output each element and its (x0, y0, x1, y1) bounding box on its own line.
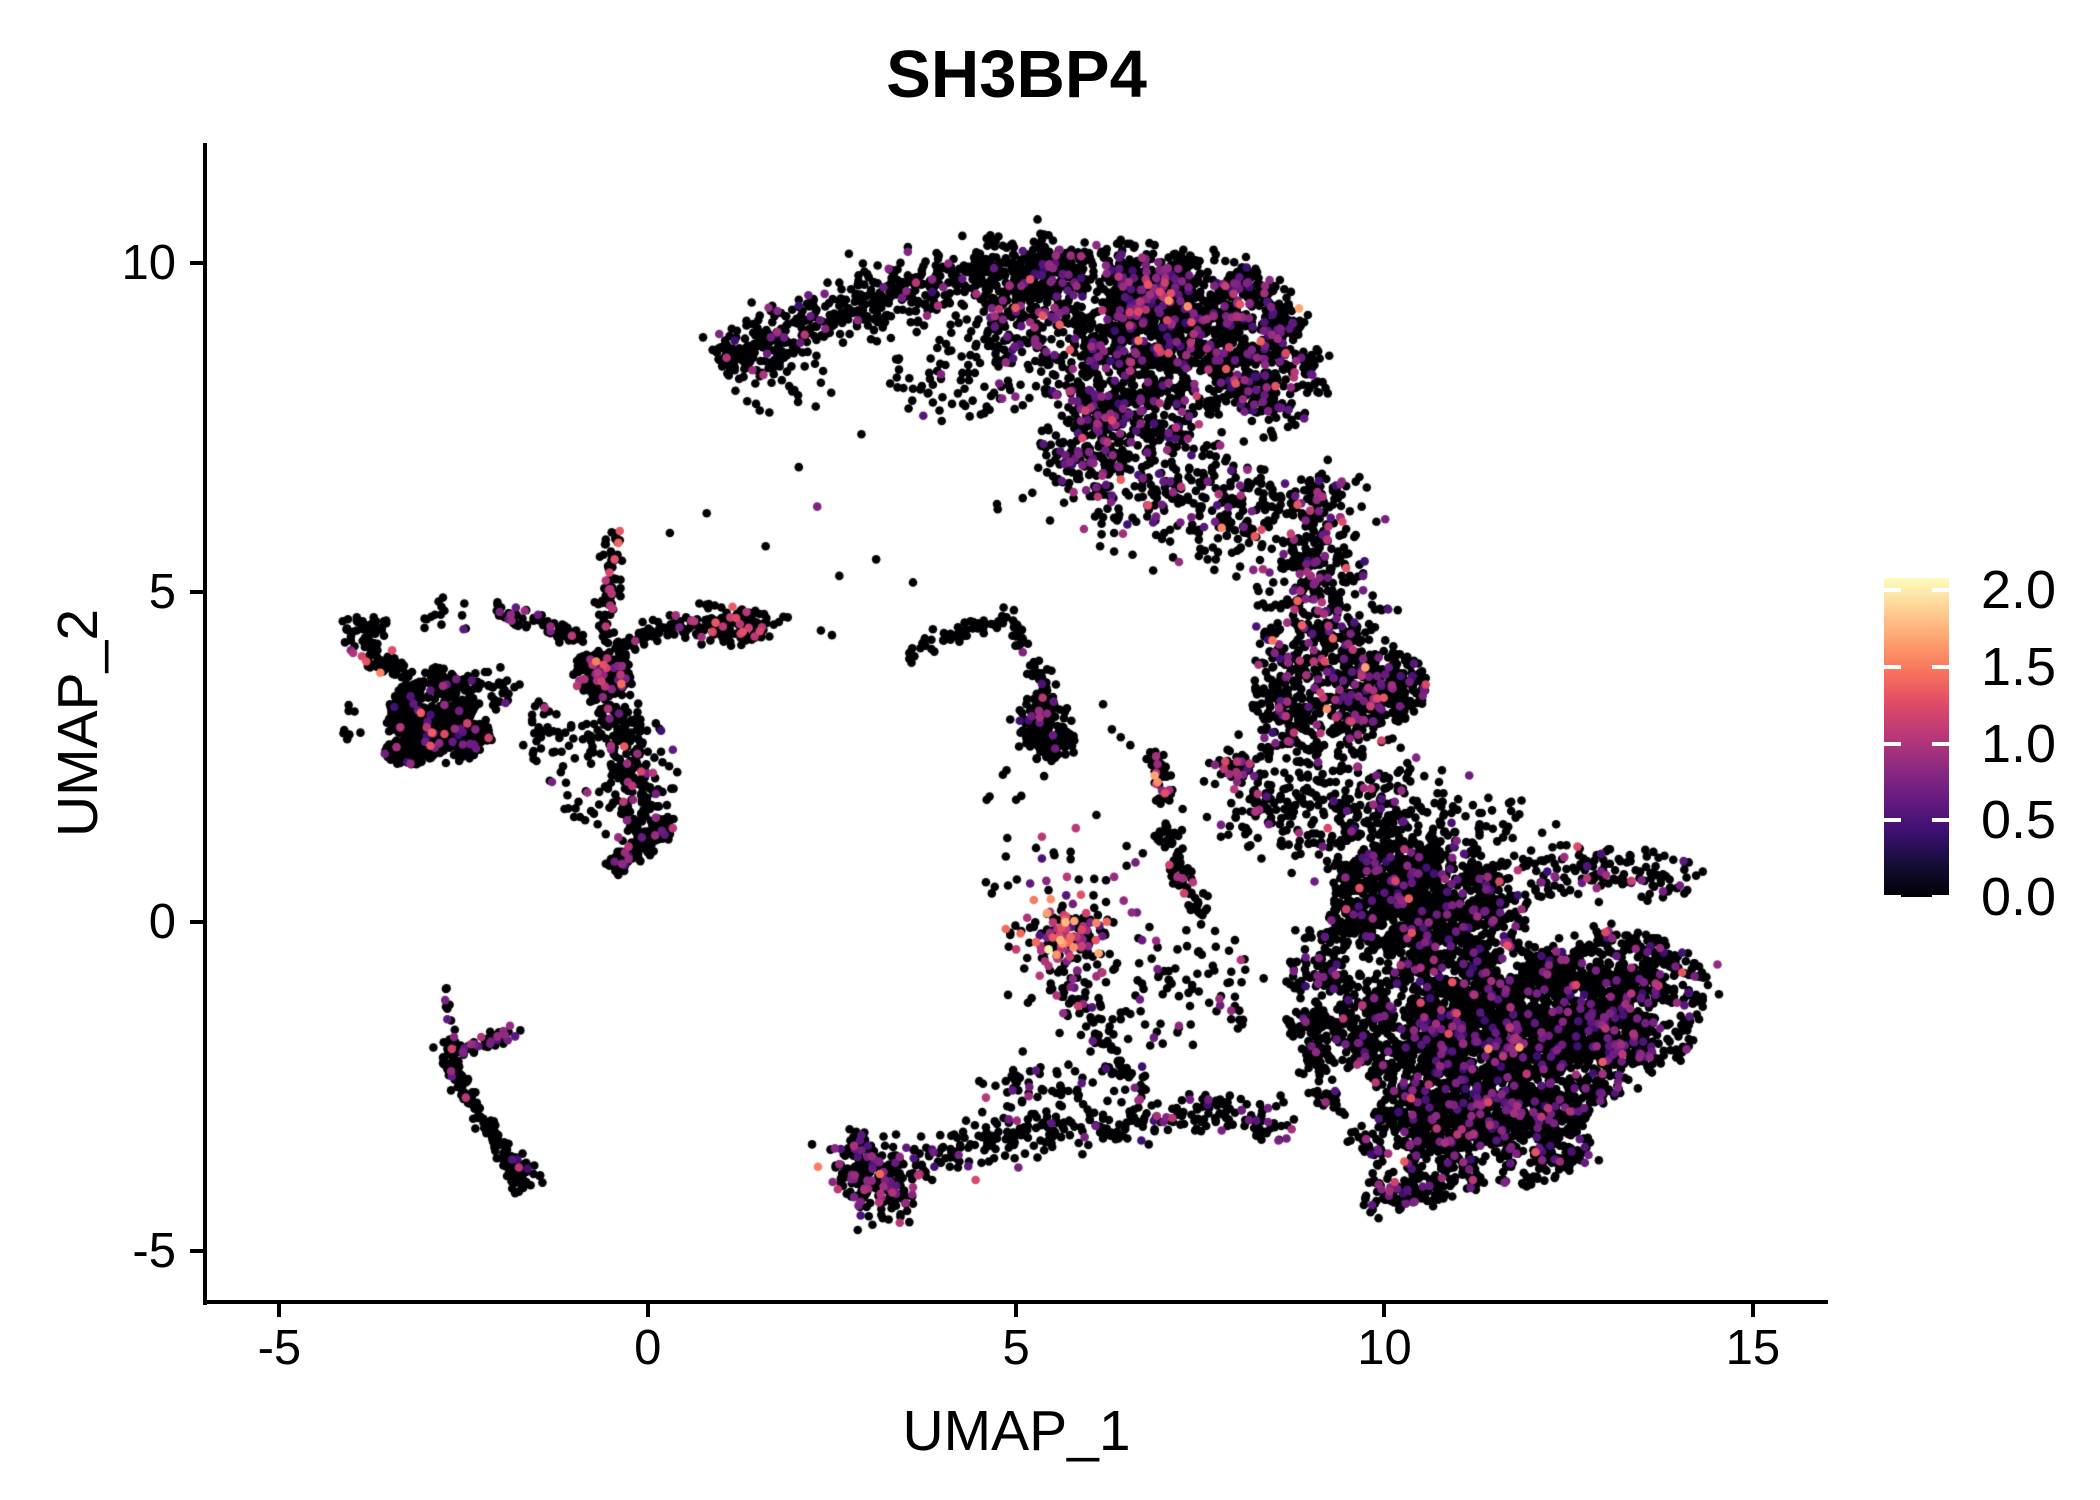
y-tick-label: -5 (132, 1224, 176, 1279)
x-tick-label: 0 (634, 1321, 662, 1375)
y-tick-mark (190, 590, 203, 595)
colorbar-tick-mark (1932, 741, 1949, 746)
colorbar-tick-label: 1.5 (1981, 636, 2057, 697)
y-tick-mark (190, 919, 203, 924)
colorbar-tick-mark (1932, 664, 1949, 669)
x-axis-line (203, 1300, 1828, 1304)
x-tick-label: 15 (1725, 1321, 1781, 1375)
y-axis-line (203, 143, 207, 1305)
colorbar-tick-mark (1884, 895, 1901, 899)
colorbar-tick-mark (1884, 664, 1901, 669)
x-tick-label: -5 (257, 1321, 302, 1375)
colorbar-tick-label: 2.0 (1981, 560, 2057, 621)
y-tick-label: 10 (121, 235, 176, 290)
x-tick-mark (1750, 1304, 1755, 1317)
colorbar-tick-label: 0.0 (1981, 867, 2057, 927)
x-tick-mark (645, 1304, 650, 1317)
colorbar-tick-label: 1.0 (1981, 713, 2057, 774)
colorbar-gradient (1884, 578, 1949, 897)
y-axis-title: UMAP_2 (46, 608, 110, 838)
x-tick-mark (1014, 1304, 1019, 1317)
plot-title: SH3BP4 (886, 36, 1147, 112)
colorbar-tick-mark (1884, 588, 1901, 593)
y-tick-mark (190, 260, 203, 265)
y-tick-label: 5 (148, 565, 176, 620)
x-tick-mark (1382, 1304, 1387, 1317)
y-tick-label: 0 (148, 894, 176, 949)
colorbar-tick-mark (1884, 741, 1901, 746)
colorbar-tick-label: 0.5 (1981, 790, 2057, 851)
x-tick-label: 10 (1357, 1321, 1412, 1375)
y-tick-mark (190, 1249, 203, 1254)
colorbar-tick-mark (1884, 818, 1901, 823)
x-axis-title: UMAP_1 (902, 1399, 1131, 1463)
colorbar-tick-mark (1932, 895, 1949, 899)
x-tick-label: 5 (1002, 1321, 1030, 1375)
x-tick-mark (277, 1304, 282, 1317)
colorbar-tick-mark (1932, 588, 1949, 593)
colorbar-tick-mark (1932, 818, 1949, 823)
